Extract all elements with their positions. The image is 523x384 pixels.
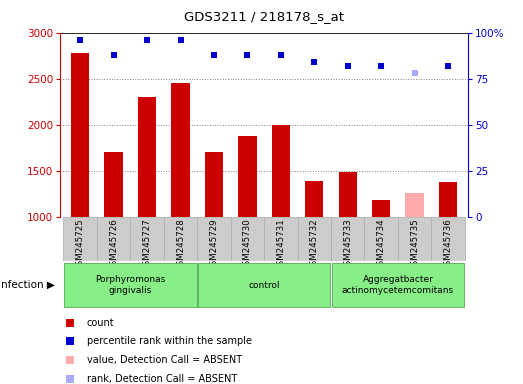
Bar — [197, 217, 231, 261]
Bar — [405, 193, 424, 217]
Text: percentile rank within the sample: percentile rank within the sample — [87, 336, 252, 346]
Text: control: control — [248, 281, 280, 290]
Bar — [105, 152, 123, 217]
Bar — [231, 217, 264, 261]
Bar — [130, 217, 164, 261]
Bar — [298, 217, 331, 261]
Bar — [305, 181, 323, 217]
Bar — [71, 53, 89, 217]
Text: GDS3211 / 218178_s_at: GDS3211 / 218178_s_at — [184, 10, 344, 23]
Bar — [331, 217, 365, 261]
Text: GSM245727: GSM245727 — [143, 218, 152, 271]
Bar — [198, 263, 331, 307]
Bar — [372, 200, 390, 217]
Text: GSM245730: GSM245730 — [243, 218, 252, 271]
Text: GSM245733: GSM245733 — [343, 218, 352, 271]
Text: GSM245726: GSM245726 — [109, 218, 118, 271]
Text: GSM245729: GSM245729 — [209, 218, 219, 271]
Text: GSM245736: GSM245736 — [444, 218, 452, 271]
Text: GSM245725: GSM245725 — [76, 218, 85, 271]
Text: infection ▶: infection ▶ — [0, 280, 55, 290]
Bar — [138, 97, 156, 217]
Bar — [439, 182, 457, 217]
Bar — [238, 136, 257, 217]
Text: value, Detection Call = ABSENT: value, Detection Call = ABSENT — [87, 355, 242, 365]
Text: GSM245728: GSM245728 — [176, 218, 185, 271]
Bar — [164, 217, 197, 261]
Bar — [398, 217, 431, 261]
Text: GSM245735: GSM245735 — [410, 218, 419, 271]
Bar — [264, 217, 298, 261]
Bar — [64, 263, 197, 307]
Text: count: count — [87, 318, 115, 328]
Bar — [338, 172, 357, 217]
Bar — [271, 125, 290, 217]
Bar — [205, 152, 223, 217]
Bar — [97, 217, 130, 261]
Text: Aggregatbacter
actinomycetemcomitans: Aggregatbacter actinomycetemcomitans — [342, 275, 454, 295]
Bar — [431, 217, 465, 261]
Bar — [332, 263, 464, 307]
Text: GSM245734: GSM245734 — [377, 218, 385, 271]
Text: Porphyromonas
gingivalis: Porphyromonas gingivalis — [95, 275, 165, 295]
Bar — [63, 217, 97, 261]
Bar — [365, 217, 398, 261]
Text: GSM245732: GSM245732 — [310, 218, 319, 271]
Text: GSM245731: GSM245731 — [276, 218, 286, 271]
Text: rank, Detection Call = ABSENT: rank, Detection Call = ABSENT — [87, 374, 237, 384]
Bar — [172, 83, 190, 217]
